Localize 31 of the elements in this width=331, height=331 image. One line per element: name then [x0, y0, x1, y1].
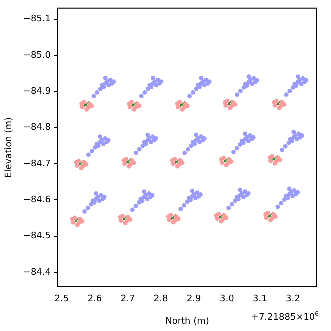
point — [72, 216, 81, 225]
point — [168, 214, 177, 222]
y-tick-label: −84.6 — [23, 196, 52, 206]
x-tick-label: 3.1 — [253, 294, 268, 305]
y-tick-label: −84.4 — [23, 268, 52, 278]
y-tick-label: −84.5 — [23, 232, 51, 242]
x-tick-label: 2.8 — [154, 294, 168, 305]
x-axis-title: North (m) — [166, 316, 210, 327]
x-tick-label: 3.2 — [286, 294, 300, 305]
x-tick-label: 2.7 — [120, 294, 136, 305]
y-tick-label: −84.8 — [23, 123, 52, 134]
x-tick-label: 2.6 — [88, 294, 102, 305]
y-tick-label: −85.0 — [23, 50, 52, 61]
y-axis-title: Elevation (m) — [4, 117, 15, 178]
y-tick-label: −84.7 — [23, 159, 51, 170]
point — [82, 101, 90, 110]
point — [274, 100, 282, 108]
x-tick-label: 2.5 — [54, 294, 70, 305]
point — [120, 214, 129, 224]
point — [216, 213, 225, 222]
point — [129, 101, 138, 110]
point — [172, 158, 181, 166]
x-tick-label: 3.0 — [220, 294, 235, 305]
y-tick-label: −85.1 — [23, 14, 51, 25]
point — [224, 100, 234, 108]
point — [124, 158, 132, 166]
x-tick-label: 2.9 — [186, 294, 202, 305]
text: +7.21885×10$^{6}$ — [251, 311, 319, 323]
y-tick-label: −84.9 — [23, 86, 52, 97]
point — [177, 101, 186, 110]
point — [270, 155, 278, 164]
